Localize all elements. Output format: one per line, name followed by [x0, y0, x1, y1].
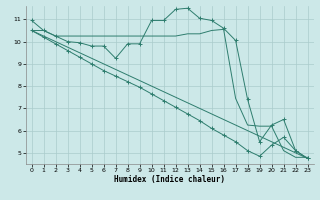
X-axis label: Humidex (Indice chaleur): Humidex (Indice chaleur)	[114, 175, 225, 184]
